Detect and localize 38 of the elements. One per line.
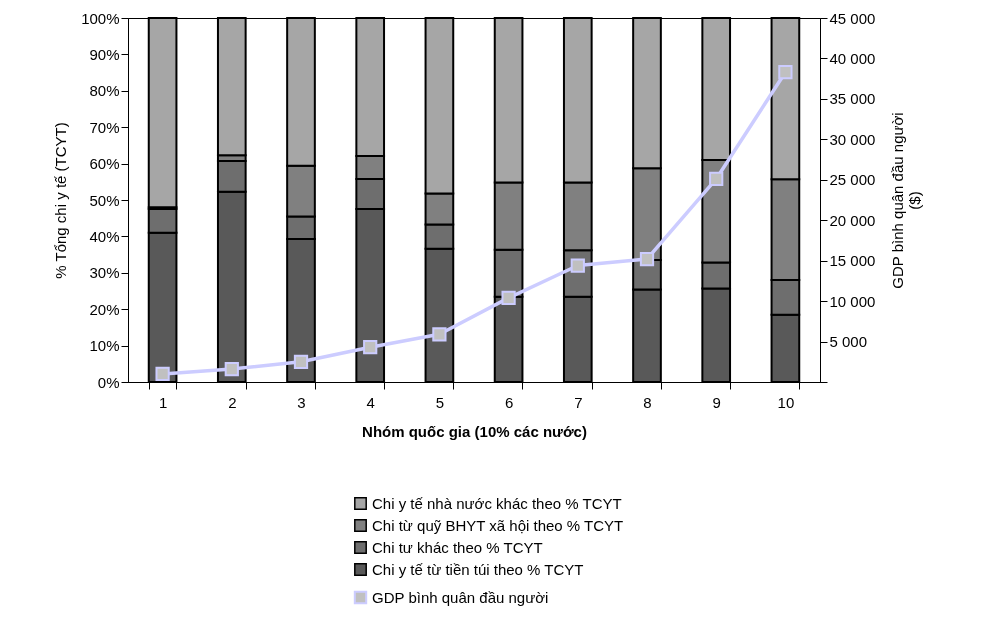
y-tick-label: 90% xyxy=(89,45,120,63)
legend-label: Chi y tế từ tiền túi theo % TCYT xyxy=(372,560,584,578)
y2-tick-label: 35 000 xyxy=(829,90,876,108)
x-tick-label: 5 xyxy=(435,393,445,411)
y-tick-label: 30% xyxy=(89,264,120,282)
y2-tick-label: 5 000 xyxy=(829,333,868,351)
y-tick-label: 70% xyxy=(89,118,120,136)
x-tick-label: 8 xyxy=(643,393,652,411)
y-tick-label: 20% xyxy=(89,300,120,318)
y2-tick-label: 10 000 xyxy=(829,292,876,310)
x-axis-title: Nhóm quốc gia (10% các nước) xyxy=(362,422,587,440)
legend-label: Chi y tế nhà nước khác theo % TCYT xyxy=(372,494,622,512)
y-tick-label: 40% xyxy=(89,227,120,245)
legend-label: Chi từ quỹ BHYT xã hội theo % TCYT xyxy=(372,516,624,534)
y-tick-label: 100% xyxy=(81,9,120,27)
y2-axis-title: GDP bình quân đầu người ($) xyxy=(889,112,924,289)
y-tick-label: 10% xyxy=(89,337,120,355)
x-tick-label: 6 xyxy=(504,393,514,411)
y2-tick-label: 15 000 xyxy=(829,252,876,270)
y-tick-label: 80% xyxy=(89,82,120,100)
x-tick-label: 4 xyxy=(366,393,375,411)
y-axis-title: % Tổng chi y tế (TCYT) xyxy=(52,122,70,279)
y2-tick-label: 45 000 xyxy=(829,9,876,27)
x-tick-label: 1 xyxy=(158,393,168,411)
y2-tick-label: 30 000 xyxy=(829,130,876,148)
x-tick-label: 10 xyxy=(777,393,795,411)
x-tick-label: 3 xyxy=(297,393,306,411)
y-tick-label: 0% xyxy=(97,373,120,391)
legend-label: Chi tư khác theo % TCYT xyxy=(372,538,543,556)
x-tick-label: 9 xyxy=(712,393,721,411)
x-tick-label: 2 xyxy=(228,393,237,411)
y-tick-label: 60% xyxy=(89,155,120,173)
y2-tick-label: 40 000 xyxy=(829,49,876,67)
legend-label: GDP bình quân đầu người xyxy=(372,588,549,606)
y-tick-label: 50% xyxy=(89,191,120,209)
y2-tick-label: 20 000 xyxy=(829,211,876,229)
x-tick-label: 7 xyxy=(574,393,583,411)
y2-tick-label: 25 000 xyxy=(829,171,876,189)
